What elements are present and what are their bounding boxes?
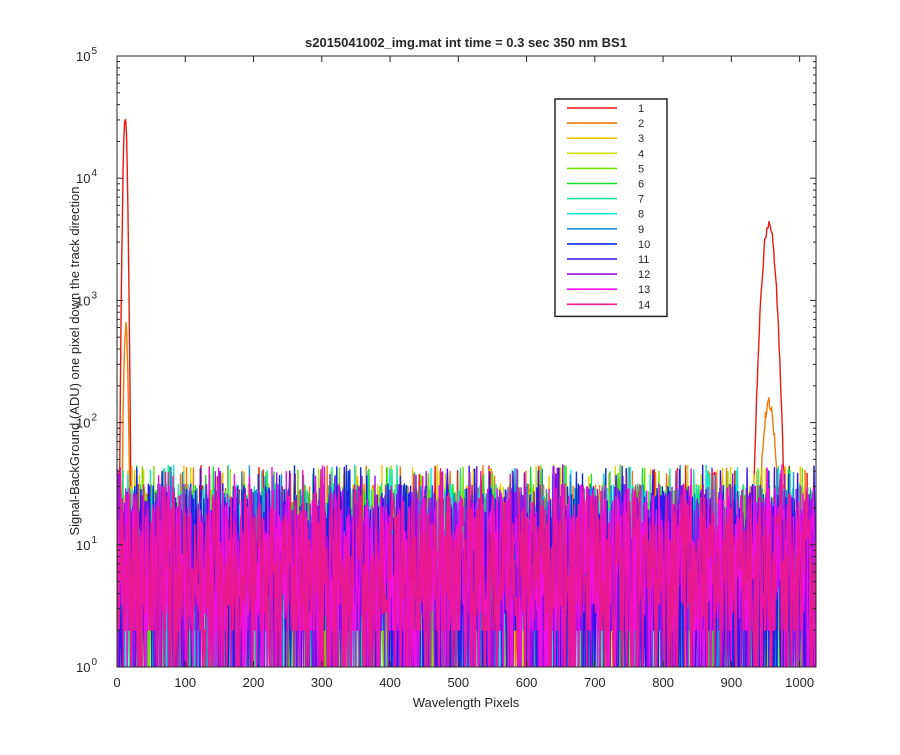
y-tick-exponent: 0: [91, 657, 97, 668]
x-tick-label: 200: [243, 675, 265, 690]
legend-label-2: 2: [638, 118, 644, 130]
axes-layer: 0 100 200 300 400 500 600 700 800 900 100010010110…: [76, 46, 817, 690]
x-tick-label: 100: [174, 675, 196, 690]
y-tick-label: 105: [76, 46, 97, 64]
x-tick-label: 500: [447, 675, 469, 690]
y-tick-label: 104: [76, 168, 97, 186]
legend-label-13: 13: [638, 284, 650, 296]
x-tick-label: 300: [311, 675, 333, 690]
y-axis-label: Signal-BackGround (ADU) one pixel down t…: [67, 186, 82, 535]
x-tick-label: 700: [584, 675, 606, 690]
legend-label-11: 11: [638, 254, 649, 266]
y-tick-exponent: 4: [91, 168, 97, 179]
legend-label-6: 6: [638, 179, 644, 191]
y-tick-label: 101: [76, 535, 97, 553]
legend-label-9: 9: [638, 224, 644, 236]
y-tick-exponent: 3: [91, 290, 97, 301]
legend-label-7: 7: [638, 194, 644, 206]
y-tick-exponent: 5: [91, 46, 97, 57]
legend-label-8: 8: [638, 209, 644, 221]
x-tick-label: 0: [113, 675, 120, 690]
x-tick-label: 600: [516, 675, 538, 690]
x-tick-label: 1000: [785, 675, 814, 690]
legend-label-3: 3: [638, 133, 644, 145]
y-tick-exponent: 2: [91, 413, 97, 424]
legend-label-10: 10: [638, 239, 650, 251]
y-tick-label: 100: [76, 657, 97, 675]
plot-frame: [116, 55, 817, 668]
y-tick-exponent: 1: [91, 535, 97, 546]
series-line-14: [117, 466, 816, 667]
legend-label-12: 12: [638, 269, 650, 281]
legend-box: [554, 98, 668, 318]
x-tick-label: 800: [652, 675, 674, 690]
x-tick-label: 400: [379, 675, 401, 690]
legend-label-5: 5: [638, 163, 644, 175]
legend-label-4: 4: [638, 148, 644, 160]
legend-label-1: 1: [638, 103, 644, 115]
legend-label-14: 14: [638, 299, 650, 311]
series-layer: [117, 118, 816, 667]
x-tick-label: 900: [721, 675, 743, 690]
chart-title: s2015041002_img.mat int time = 0.3 sec 3…: [305, 35, 627, 50]
x-axis-label: Wavelength Pixels: [413, 695, 520, 710]
